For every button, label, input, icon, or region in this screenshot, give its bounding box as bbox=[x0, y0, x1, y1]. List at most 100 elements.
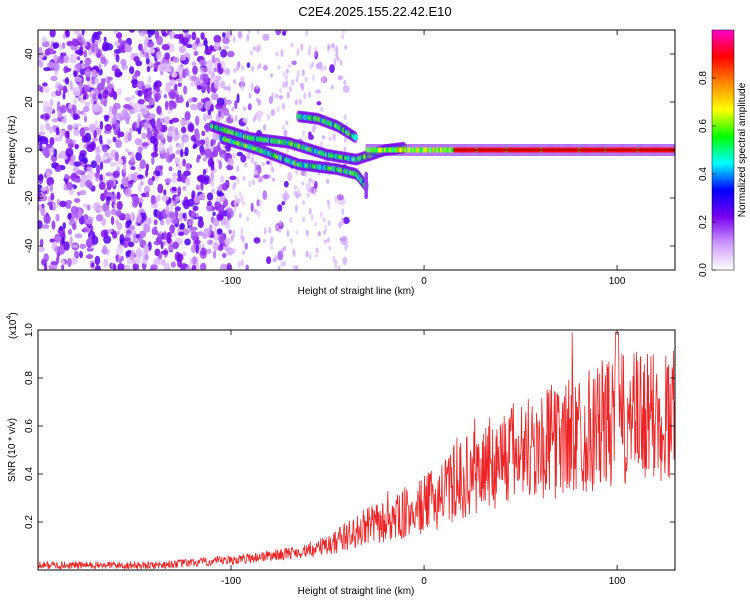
spectrogram-cell bbox=[213, 79, 220, 89]
spectrogram-cell bbox=[64, 173, 69, 179]
spectrogram-cell bbox=[224, 67, 231, 76]
spectrogram-cell bbox=[240, 195, 244, 202]
spectrogram-cell bbox=[169, 224, 176, 234]
spectrogram-cell bbox=[147, 113, 156, 120]
spectrogram-cell bbox=[200, 180, 204, 191]
spectrogram-cell bbox=[76, 56, 81, 61]
spectrogram-cell bbox=[117, 263, 125, 270]
spectrogram-cell bbox=[52, 42, 60, 49]
spectrogram-cell bbox=[94, 172, 99, 178]
spectrogram-cell bbox=[206, 200, 212, 206]
spectrogram-cell bbox=[322, 135, 326, 140]
spectrogram-cell bbox=[134, 70, 141, 77]
spectrogram-cell bbox=[112, 170, 120, 179]
spectrogram-cell bbox=[229, 175, 237, 181]
spectrogram-cell bbox=[158, 141, 164, 152]
spectrogram-cell bbox=[105, 43, 114, 51]
spectrogram-cell bbox=[165, 83, 171, 93]
spectrogram-cell bbox=[92, 103, 100, 113]
spectrogram-cell bbox=[124, 187, 132, 197]
spectrogram-cell bbox=[133, 121, 137, 132]
spectrogram-cell bbox=[257, 211, 261, 218]
spectrogram-cell bbox=[132, 200, 139, 208]
spectrogram-cell bbox=[200, 148, 206, 156]
spectrogram-cell bbox=[206, 59, 214, 70]
spectrogram-cell bbox=[188, 98, 194, 103]
spectrogram-cell bbox=[160, 241, 164, 250]
spectrogram-xlabel: Height of straight line (km) bbox=[298, 286, 415, 297]
spectrogram-cell bbox=[238, 191, 242, 197]
spectrogram-cell bbox=[154, 80, 162, 88]
spectrogram-cell bbox=[150, 264, 158, 270]
spectrogram-cell bbox=[293, 190, 297, 197]
spectrogram-cell bbox=[341, 208, 345, 216]
spectrogram-cell bbox=[202, 168, 207, 176]
spectrogram-cell bbox=[155, 86, 160, 93]
spectrogram-cell bbox=[60, 232, 66, 241]
spectrogram-cell bbox=[219, 263, 228, 270]
spectrogram-cell bbox=[149, 135, 157, 144]
spectrogram-cell bbox=[263, 227, 267, 235]
spectrogram-cell bbox=[88, 123, 96, 133]
spectrogram-cell bbox=[57, 245, 66, 255]
spectrogram-cell bbox=[246, 151, 251, 160]
spectrogram-cell bbox=[81, 62, 85, 69]
spectrogram-cell bbox=[162, 240, 167, 246]
spectrogram-cell bbox=[100, 229, 109, 239]
spectrogram-cell bbox=[204, 48, 212, 55]
spectrogram-cell bbox=[141, 85, 146, 94]
spectrogram-cell bbox=[308, 208, 312, 215]
spectrogram-cell bbox=[295, 265, 299, 270]
spectrogram-cell bbox=[172, 56, 180, 63]
spectrogram-cell bbox=[202, 156, 207, 162]
spectrogram-cell bbox=[268, 226, 272, 234]
spectrogram-cell bbox=[329, 64, 335, 74]
spectrogram-cell bbox=[190, 231, 199, 241]
spectrogram-cell bbox=[315, 247, 319, 254]
spectrogram-cell bbox=[182, 185, 187, 191]
spectrogram-cell bbox=[39, 142, 43, 152]
spectrogram-cell bbox=[41, 224, 50, 229]
y-tick-label: 0.8 bbox=[24, 371, 35, 385]
spectrogram-cell bbox=[339, 59, 343, 66]
spectrogram-cell bbox=[98, 181, 106, 190]
spectrogram-cell bbox=[157, 233, 162, 243]
spectrogram-cell bbox=[89, 235, 93, 246]
spectrogram-cell bbox=[439, 147, 442, 153]
spectrogram-cell bbox=[223, 86, 231, 91]
spectrogram-cell bbox=[159, 117, 166, 124]
spectrogram-cell bbox=[289, 85, 293, 93]
spectrogram-cell bbox=[387, 147, 389, 153]
spectrogram-cell bbox=[93, 130, 97, 139]
spectrogram-cell bbox=[164, 66, 171, 72]
spectrogram-cell bbox=[151, 227, 156, 236]
spectrogram-cell bbox=[435, 147, 437, 153]
spectrogram-cell bbox=[262, 174, 270, 179]
spectrogram-cell bbox=[307, 48, 311, 56]
spectrogram-x-ticks: -100 0 100 bbox=[221, 30, 626, 287]
spectrogram-cell bbox=[125, 220, 131, 229]
spectrogram-cell bbox=[117, 71, 123, 76]
spectrogram-cell bbox=[95, 154, 102, 164]
spectrogram-cell bbox=[73, 86, 81, 97]
spectrogram-cell bbox=[248, 180, 252, 188]
spectrogram-cell bbox=[171, 175, 178, 184]
spectrogram-cell bbox=[128, 180, 134, 185]
spectrogram-cell bbox=[207, 157, 214, 167]
spectrogram-cell bbox=[213, 226, 217, 237]
spectrogram-cell bbox=[73, 128, 80, 137]
spectrogram-cell bbox=[238, 212, 242, 219]
spectrogram-cell bbox=[62, 92, 66, 100]
spectrogram-cell bbox=[158, 252, 163, 260]
spectrogram-cell bbox=[192, 256, 197, 265]
spectrogram-cell bbox=[61, 52, 67, 57]
spectrogram-cell bbox=[141, 132, 147, 140]
spectrogram-cell bbox=[156, 194, 161, 203]
spectrogram-cell bbox=[217, 244, 224, 251]
spectrogram-cell bbox=[162, 116, 171, 125]
spectrogram-cell bbox=[191, 31, 197, 41]
spectrogram-cell bbox=[301, 69, 305, 77]
spectrogram-cell bbox=[143, 121, 149, 130]
spectrogram-cell bbox=[82, 95, 87, 100]
spectrogram-cell bbox=[74, 76, 83, 83]
